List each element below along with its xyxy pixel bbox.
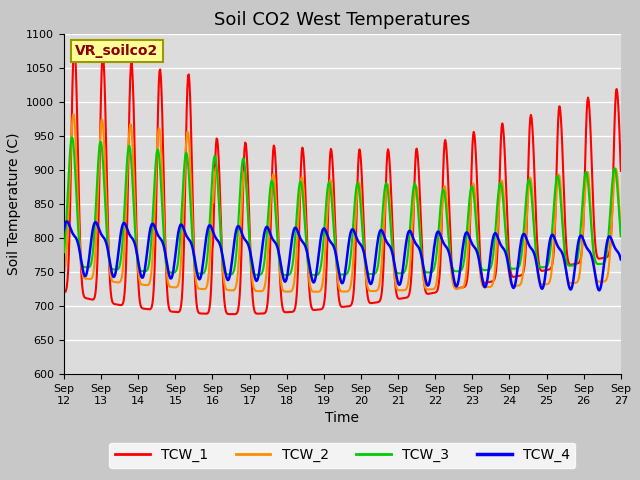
TCW_4 (595, 288, 603, 293)
TCW_3 (68, 135, 76, 141)
Line: TCW_1: TCW_1 (64, 46, 621, 314)
TCW_2 (484, 284, 492, 290)
TCW_1 (416, 199, 424, 204)
TCW_1 (541, 267, 548, 273)
TCW_2 (385, 187, 392, 193)
Y-axis label: Soil Temperature (C): Soil Temperature (C) (7, 133, 20, 275)
TCW_1 (227, 311, 235, 317)
TCW_1 (60, 289, 68, 295)
TCW_2 (60, 270, 68, 276)
TCW_3 (416, 235, 424, 241)
TCW_3 (484, 267, 492, 273)
TCW_1 (95, 203, 102, 208)
TCW_1 (70, 43, 78, 49)
TCW_3 (541, 264, 548, 270)
TCW_2 (69, 112, 77, 118)
TCW_3 (95, 150, 102, 156)
TCW_4 (399, 268, 406, 274)
TCW_1 (484, 279, 492, 285)
Line: TCW_2: TCW_2 (64, 115, 621, 292)
TCW_3 (617, 233, 625, 239)
Legend: TCW_1, TCW_2, TCW_3, TCW_4: TCW_1, TCW_2, TCW_3, TCW_4 (109, 443, 575, 468)
TCW_4 (63, 218, 70, 224)
Line: TCW_3: TCW_3 (64, 138, 621, 275)
TCW_4 (384, 241, 392, 247)
TCW_2 (416, 231, 424, 237)
TCW_3 (60, 249, 68, 255)
TCW_2 (311, 289, 319, 295)
Text: VR_soilco2: VR_soilco2 (75, 44, 158, 58)
TCW_4 (540, 280, 548, 286)
TCW_3 (399, 270, 407, 276)
TCW_2 (617, 232, 625, 238)
TCW_4 (60, 227, 68, 233)
TCW_2 (541, 281, 548, 287)
TCW_1 (617, 168, 625, 174)
TCW_2 (95, 165, 102, 170)
TCW_4 (415, 246, 423, 252)
TCW_4 (95, 226, 102, 231)
TCW_3 (283, 272, 291, 278)
X-axis label: Time: Time (325, 411, 360, 425)
TCW_2 (399, 288, 407, 293)
Line: TCW_4: TCW_4 (64, 221, 621, 290)
TCW_1 (385, 149, 392, 155)
TCW_1 (399, 295, 407, 301)
TCW_3 (385, 197, 392, 203)
TCW_4 (617, 256, 625, 262)
Title: Soil CO2 West Temperatures: Soil CO2 West Temperatures (214, 11, 470, 29)
TCW_4 (483, 279, 491, 285)
